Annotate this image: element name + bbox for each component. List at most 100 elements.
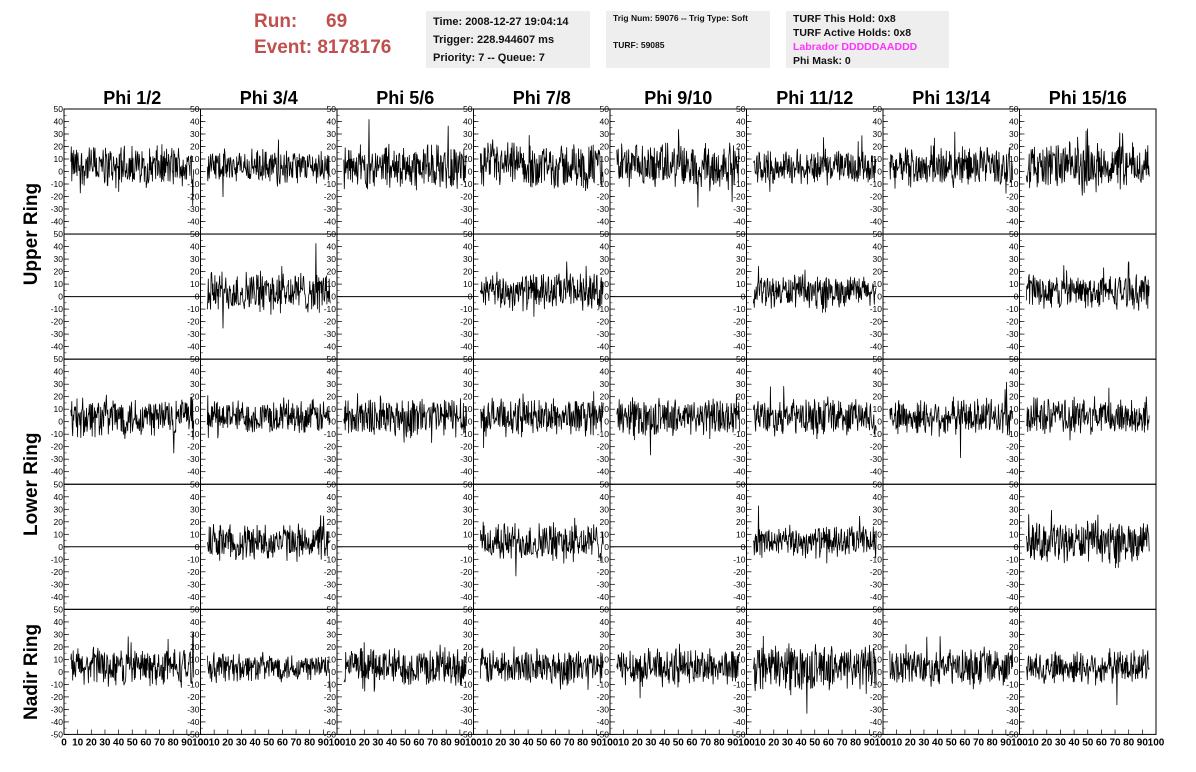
x-tick-label: 70 [1109,738,1121,749]
y-tick-label: 20 [873,517,883,527]
y-tick-label: -20 [870,192,883,202]
y-tick-label: -10 [1006,429,1019,439]
y-tick-label: 40 [736,117,746,127]
y-tick-label: 20 [1009,142,1019,152]
y-tick-label: 10 [736,154,746,164]
x-tick-label: 0 [198,738,204,749]
x-tick-label: 100 [465,738,482,749]
y-tick-label: 50 [873,479,883,489]
y-tick-label: -40 [460,592,473,602]
y-tick-label: 0 [877,417,882,427]
y-tick-label: 40 [463,367,473,377]
x-tick-label: 60 [550,738,562,749]
x-tick-label: 50 [1082,738,1094,749]
y-tick-label: -10 [733,554,746,564]
y-tick-label: -20 [460,192,473,202]
y-tick-label: 10 [600,279,610,289]
y-tick-label: 0 [741,292,746,302]
y-tick-label: 40 [600,617,610,627]
y-tick-label: 0 [468,167,473,177]
y-tick-label: -30 [1006,204,1019,214]
y-tick-label: -40 [51,592,64,602]
y-tick-label: -10 [324,679,337,689]
y-tick-label: 50 [600,604,610,614]
y-tick-label: 50 [327,479,337,489]
y-tick-label: 40 [463,117,473,127]
x-tick-label: 40 [250,738,262,749]
y-tick-label: 30 [327,504,337,514]
y-tick-label: 10 [190,404,200,414]
y-tick-label: -20 [187,692,200,702]
y-tick-label: 40 [873,492,883,502]
y-tick-label: -50 [187,729,200,739]
y-tick-label: -20 [187,192,200,202]
waveform-trace [479,135,604,192]
y-tick-label: 10 [327,154,337,164]
y-tick-label: -10 [187,179,200,189]
y-tick-label: -30 [324,454,337,464]
y-tick-label: 0 [58,667,63,677]
x-tick-label: 90 [727,738,739,749]
y-tick-label: -40 [733,342,746,352]
x-tick-label: 100 [192,738,209,749]
y-tick-label: -30 [1006,579,1019,589]
column-header: Phi 7/8 [513,88,571,108]
y-tick-label: -40 [870,467,883,477]
waveform-trace [479,517,604,577]
y-tick-label: 30 [600,504,610,514]
y-tick-label: -20 [460,567,473,577]
run-line: Run: 69 [254,9,391,35]
x-tick-label: 40 [1069,738,1081,749]
y-tick-label: -30 [460,454,473,464]
x-tick-label: 60 [959,738,971,749]
y-tick-label: -40 [324,717,337,727]
y-tick-label: 50 [463,104,473,114]
y-tick-label: -30 [460,704,473,714]
y-tick-label: 0 [331,667,336,677]
y-tick-label: -20 [597,192,610,202]
y-tick-label: 10 [600,154,610,164]
x-tick-label: 90 [181,738,193,749]
y-tick-label: 20 [873,642,883,652]
y-tick-label: 10 [327,654,337,664]
y-tick-label: 10 [1009,529,1019,539]
y-tick-label: -10 [324,179,337,189]
y-tick-label: 30 [873,379,883,389]
y-tick-label: 20 [1009,267,1019,277]
y-tick-label: 20 [873,267,883,277]
y-tick-label: 10 [736,654,746,664]
y-tick-label: -20 [733,317,746,327]
y-tick-label: -40 [324,592,337,602]
y-tick-label: 50 [1009,479,1019,489]
waveform-trace [1025,261,1150,311]
y-tick-label: -30 [187,454,200,464]
y-tick-label: -40 [460,342,473,352]
y-tick-label: -10 [51,679,64,689]
y-tick-label: -50 [597,729,610,739]
y-tick-label: -20 [597,567,610,577]
y-tick-label: -40 [870,592,883,602]
y-tick-label: -20 [733,442,746,452]
y-tick-label: -10 [1006,304,1019,314]
y-tick-label: 30 [600,129,610,139]
y-tick-label: 40 [1009,367,1019,377]
y-tick-label: -50 [324,729,337,739]
y-tick-label: -30 [870,329,883,339]
y-tick-label: 0 [331,292,336,302]
x-tick-label: 10 [345,738,357,749]
y-tick-label: 40 [873,117,883,127]
x-tick-label: 0 [880,738,886,749]
column-header: Phi 11/12 [776,88,853,108]
y-tick-label: 10 [1009,279,1019,289]
y-tick-label: -40 [51,342,64,352]
y-tick-label: -20 [870,317,883,327]
y-tick-label: -20 [597,317,610,327]
waveform-trace [1025,648,1150,706]
x-tick-label: 30 [645,738,657,749]
y-tick-label: 30 [463,379,473,389]
event-value: 8178176 [317,37,392,58]
y-tick-label: -30 [733,204,746,214]
y-tick-label: 10 [1009,404,1019,414]
y-tick-label: 50 [463,604,473,614]
y-tick-label: 40 [463,492,473,502]
